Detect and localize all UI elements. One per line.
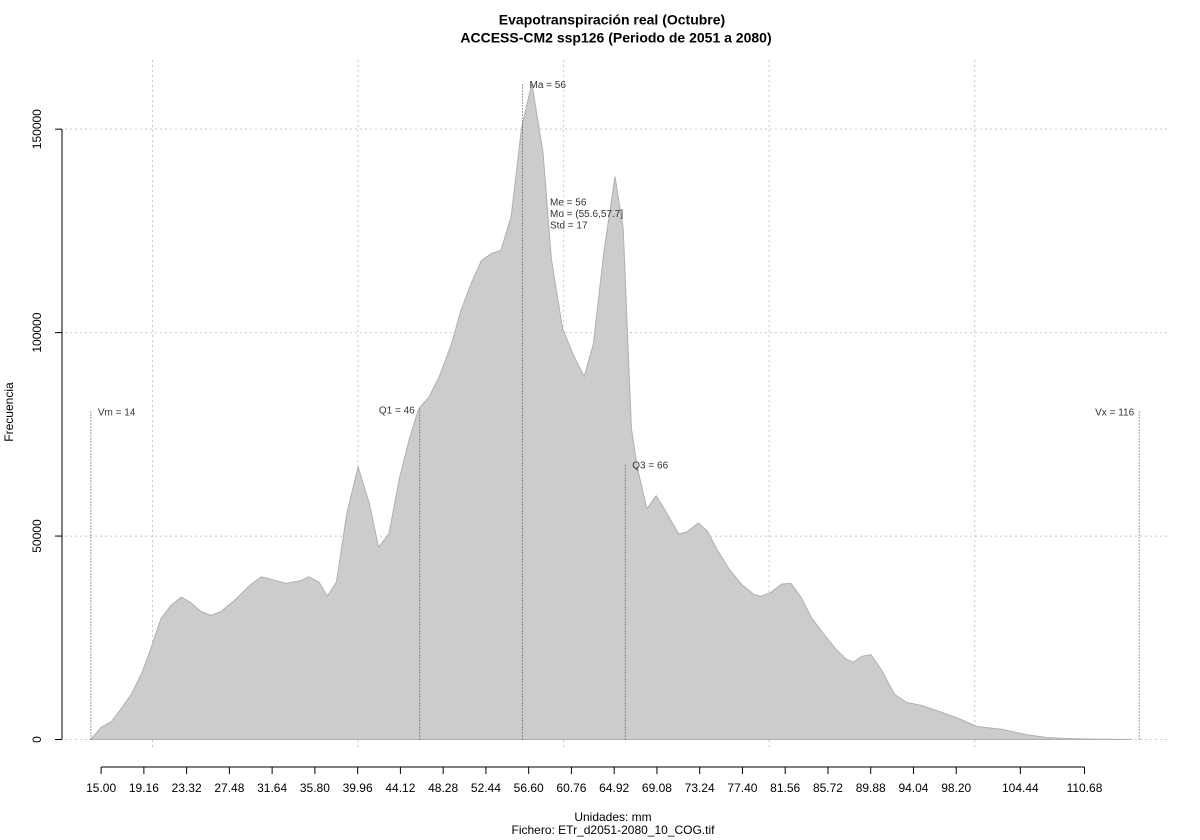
marker-label: Ma = 56 bbox=[530, 80, 567, 91]
x-tick-label: 98.20 bbox=[941, 781, 971, 795]
x-tick-label: 19.16 bbox=[129, 781, 159, 795]
x-tick-label: 31.64 bbox=[257, 781, 287, 795]
y-tick-label: 50000 bbox=[30, 519, 44, 553]
y-tick-label: 0 bbox=[30, 736, 44, 743]
x-tick-label: 110.68 bbox=[1067, 781, 1103, 795]
x-tick-label: 94.04 bbox=[898, 781, 928, 795]
stats-label: Std = 17 bbox=[550, 221, 588, 232]
x-tick-label: 48.28 bbox=[428, 781, 458, 795]
x-tick-label: 35.80 bbox=[300, 781, 330, 795]
x-axis-label: Unidades: mm bbox=[574, 810, 651, 824]
marker-label: Vx = 116 bbox=[1095, 407, 1134, 418]
x-tick-label: 64.92 bbox=[599, 781, 629, 795]
chart-title: Evapotranspiración real (Octubre) bbox=[499, 12, 725, 28]
x-tick-label: 69.08 bbox=[642, 781, 672, 795]
x-tick-label: 89.88 bbox=[856, 781, 886, 795]
x-tick-label: 56.60 bbox=[514, 781, 544, 795]
x-tick-label: 85.72 bbox=[813, 781, 843, 795]
x-tick-label: 77.40 bbox=[727, 781, 757, 795]
y-axis-label: Frecuencia bbox=[2, 382, 16, 442]
x-tick-label: 52.44 bbox=[471, 781, 501, 795]
caption: Fichero: ETr_d2051-2080_10_COG.tif bbox=[512, 823, 716, 837]
marker-label: Q1 = 46 bbox=[379, 405, 415, 416]
x-tick-label: 15.00 bbox=[86, 781, 116, 795]
x-tick-label: 60.76 bbox=[556, 781, 586, 795]
x-tick-label: 44.12 bbox=[385, 781, 415, 795]
x-tick-label: 23.32 bbox=[172, 781, 202, 795]
x-tick-label: 104.44 bbox=[1002, 781, 1039, 795]
x-tick-label: 27.48 bbox=[214, 781, 244, 795]
marker-label: Q3 = 66 bbox=[632, 461, 668, 472]
x-tick-label: 39.96 bbox=[343, 781, 373, 795]
y-tick-label: 100000 bbox=[30, 312, 44, 352]
marker-label: Vm = 14 bbox=[98, 407, 136, 418]
chart-subtitle: ACCESS-CM2 ssp126 (Periodo de 2051 a 208… bbox=[460, 30, 771, 46]
x-tick-label: 81.56 bbox=[770, 781, 800, 795]
area bbox=[89, 83, 1133, 740]
x-tick-label: 73.24 bbox=[685, 781, 715, 795]
stats-label: Me = 56 bbox=[550, 198, 587, 209]
stats-label: Mo = (55.6,57.7] bbox=[550, 209, 623, 220]
y-tick-label: 150000 bbox=[30, 109, 44, 149]
